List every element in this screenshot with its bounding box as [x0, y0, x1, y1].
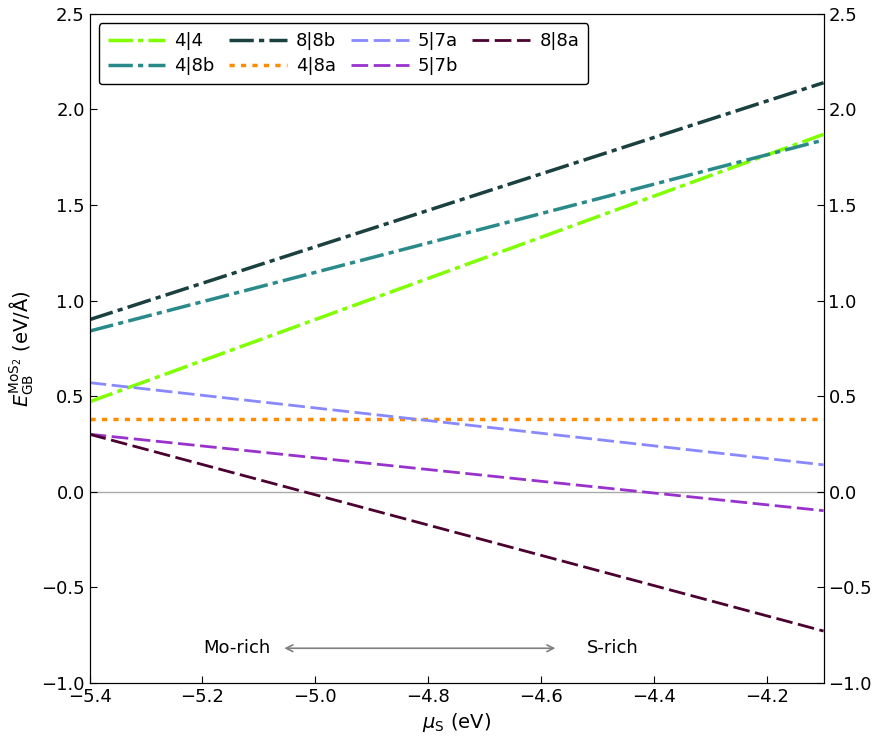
Text: Mo-rich: Mo-rich [203, 639, 270, 657]
X-axis label: $\mu_\mathrm{S}$ (eV): $\mu_\mathrm{S}$ (eV) [421, 711, 491, 734]
Y-axis label: $E_\mathrm{GB}^\mathrm{MoS_2}$ (eV/Å): $E_\mathrm{GB}^\mathrm{MoS_2}$ (eV/Å) [7, 290, 35, 407]
Legend: 4|4, 4|8b, 8|8b, 4|8a, 5|7a, 5|7b, 8|8a: 4|4, 4|8b, 8|8b, 4|8a, 5|7a, 5|7b, 8|8a [98, 23, 587, 84]
Text: S-rich: S-rich [586, 639, 637, 657]
